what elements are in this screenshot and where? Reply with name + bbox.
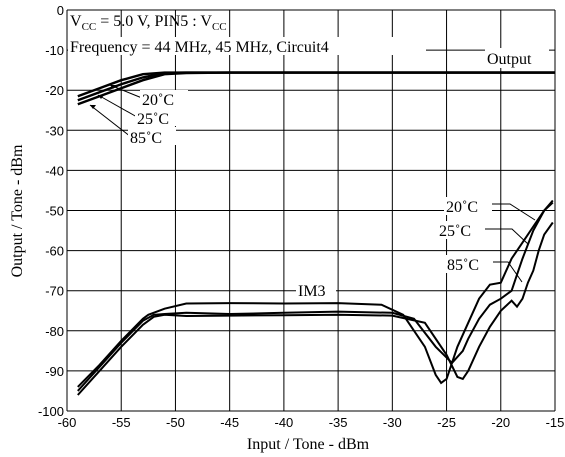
annotation-line-1: VCC = 5.0 V, PIN5 : VCC: [70, 13, 227, 33]
output-temp-85: 85˚C: [130, 130, 162, 147]
series-output-85-c: [77, 71, 555, 106]
temp-labels-im3: 20˚C 25˚C 85˚C: [437, 197, 493, 274]
x-tick-label: -15: [546, 415, 565, 430]
tick-labels: -60 -55 -50 -45 -40 -35 -30 -25 -20 -15 0 -10 -20 -30…: [38, 3, 564, 430]
series-im3-85-c: [77, 221, 554, 396]
y-tick-label: -60: [45, 244, 64, 259]
x-tick-label: -25: [437, 415, 456, 430]
x-tick-label: -55: [112, 415, 131, 430]
y-tick-label: -20: [45, 83, 64, 98]
label-leader-line: [109, 84, 143, 99]
y-tick-label: -10: [45, 43, 64, 58]
im3-temp-85: 85˚C: [447, 257, 479, 274]
label-leader-line: [492, 203, 536, 221]
y-tick-label: -80: [45, 324, 64, 339]
label-leaders: [89, 84, 536, 283]
y-axis-title: Output / Tone - dBm: [9, 144, 26, 277]
y-tick-label: -30: [45, 123, 64, 138]
x-tick-label: -50: [166, 415, 185, 430]
y-tick-label: -40: [45, 163, 64, 178]
annotation: VCC = 5.0 V, PIN5 : VCC Frequency = 44 M…: [68, 13, 426, 56]
annotation-line-2: Frequency = 44 MHz, 45 MHz, Circuit4: [70, 39, 329, 56]
x-tick-label: -20: [491, 415, 510, 430]
series-im3-20-c: [77, 199, 554, 388]
y-tick-label: -90: [45, 364, 64, 379]
x-tick-label: -60: [58, 415, 77, 430]
leader-arrowhead: [98, 95, 104, 99]
leader-arrowhead: [110, 85, 116, 89]
y-tick-label: -100: [38, 404, 64, 419]
x-tick-label: -35: [329, 415, 348, 430]
x-tick-label: -40: [274, 415, 293, 430]
y-tick-label: -50: [45, 204, 64, 219]
output-label: Output: [487, 51, 532, 68]
group-labels: Output IM3: [296, 48, 549, 300]
im3-temp-25: 25˚C: [439, 223, 471, 240]
y-tick-label: -70: [45, 284, 64, 299]
label-leader-line: [492, 261, 523, 283]
x-tick-label: -45: [220, 415, 239, 430]
im3-label: IM3: [298, 283, 326, 300]
output-temp-20: 20˚C: [142, 92, 174, 109]
label-leader-line: [484, 228, 529, 245]
label-leader-line: [89, 104, 132, 138]
label-leader-line: [97, 94, 138, 118]
im3-temp-20: 20˚C: [446, 199, 478, 216]
y-tick-label: 0: [57, 3, 64, 18]
x-axis-title: Input / Tone - dBm: [247, 436, 370, 453]
x-tick-label: -30: [383, 415, 402, 430]
output-temp-25: 25˚C: [137, 111, 169, 128]
temp-labels-output: 20˚C 25˚C 85˚C: [128, 90, 188, 147]
leader-arrowhead: [90, 105, 96, 109]
